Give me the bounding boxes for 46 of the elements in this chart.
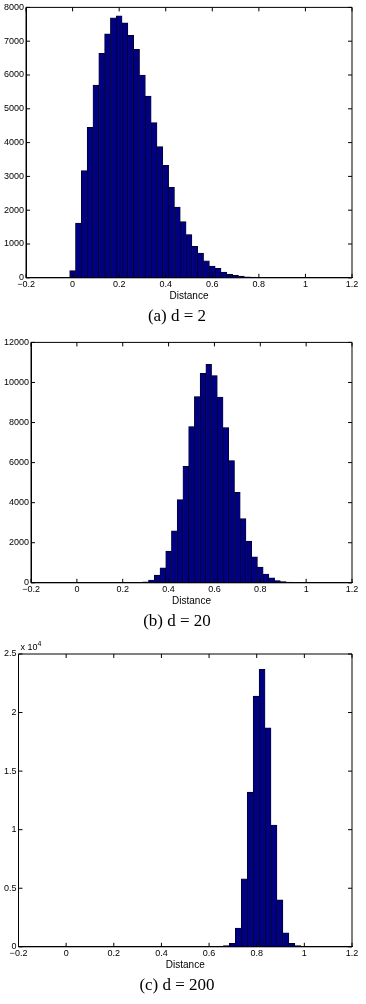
y-tick-label: 2.5 <box>4 648 17 659</box>
x-tick-label: 0.4 <box>155 947 168 958</box>
x-tick-label: 0 <box>70 278 76 289</box>
x-tick-label: 0.2 <box>116 583 129 594</box>
x-axis-title: Distance <box>165 959 206 971</box>
x-tick-label: 0.8 <box>252 278 266 289</box>
y-tick-label: 8000 <box>9 417 30 428</box>
x-tick-label: 0.4 <box>159 278 172 289</box>
x-tick-label: 0.2 <box>107 947 121 958</box>
y-tick-label: 3000 <box>3 170 25 181</box>
text: (a) d = 2 <box>147 306 207 326</box>
y-tick-label: 5000 <box>3 103 25 114</box>
y-tick-label: 4000 <box>9 497 30 508</box>
x-tick-label: 1.2 <box>345 583 359 594</box>
x-tick-label: 0.4 <box>162 583 175 594</box>
x-tick-label: 1 <box>301 947 307 958</box>
y-tick-label: 6000 <box>9 457 30 468</box>
x-axis-title: Distance <box>169 290 209 302</box>
x-tick-label: 0.6 <box>206 278 219 289</box>
y-tick-label: 1000 <box>3 238 25 249</box>
x-tick-label: 0.8 <box>250 947 263 958</box>
y-tick-label: 2000 <box>9 537 30 548</box>
x-tick-label: 1.2 <box>345 947 359 958</box>
y-tick-label: 1 <box>11 824 17 835</box>
x-tick-label: 0.6 <box>208 583 221 594</box>
text: (b) d = 20 <box>143 611 211 631</box>
y-tick-label: 6000 <box>3 69 25 80</box>
text: (c) d = 200 <box>139 975 215 995</box>
y-tick-label: 0.5 <box>4 882 17 893</box>
x-tick-label: 0.2 <box>112 278 126 289</box>
y-tick-label: 12000 <box>4 336 30 347</box>
x-tick-label: 1 <box>303 583 309 594</box>
x-tick-label: 0 <box>74 583 80 594</box>
x-tick-label: 1.2 <box>345 278 359 289</box>
y-tick-label: 1.5 <box>4 765 17 776</box>
x-tick-label: 1 <box>302 278 308 289</box>
x-tick-label: 0.8 <box>254 583 267 594</box>
y-tick-label: 2 <box>11 707 17 718</box>
x-tick-label: 0.6 <box>202 947 216 958</box>
y-tick-label: 2000 <box>3 204 25 215</box>
y-tick-label: 8000 <box>3 1 25 12</box>
x-axis-title: Distance <box>172 595 212 607</box>
x-tick-label: 0 <box>63 947 69 958</box>
y-tick-label: 4000 <box>3 137 25 148</box>
y-tick-label: 10000 <box>4 376 30 387</box>
y-tick-label: 7000 <box>3 35 25 46</box>
